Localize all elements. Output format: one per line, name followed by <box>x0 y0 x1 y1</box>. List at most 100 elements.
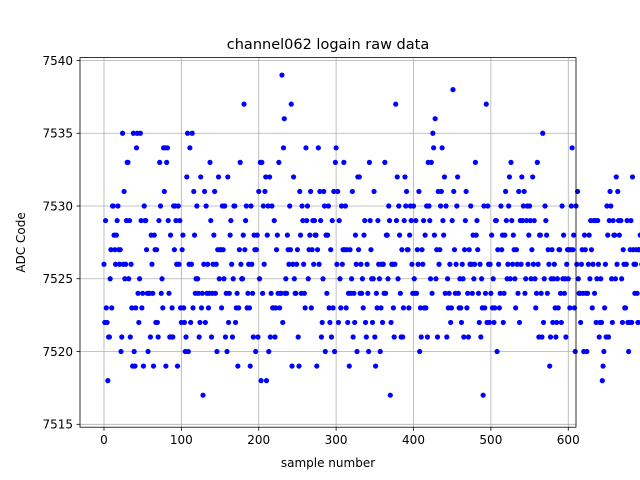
data-point <box>584 348 590 355</box>
data-point <box>302 305 308 311</box>
data-point <box>346 363 352 369</box>
y-tick-label: 7515 <box>42 418 73 432</box>
data-point <box>475 247 481 253</box>
data-point <box>335 319 342 326</box>
data-point <box>588 247 595 253</box>
data-point <box>494 348 500 355</box>
data-point <box>455 290 461 296</box>
data-point <box>351 290 357 296</box>
data-point <box>616 232 622 238</box>
data-point <box>341 159 347 165</box>
data-point <box>403 203 409 209</box>
data-point <box>419 247 425 253</box>
data-point <box>606 217 612 224</box>
data-point <box>475 290 482 296</box>
data-point <box>537 232 544 238</box>
data-point <box>297 188 303 195</box>
data-point <box>159 276 165 282</box>
data-point <box>542 203 548 209</box>
data-point <box>108 247 114 253</box>
data-point <box>526 232 532 238</box>
x-tick-label: 400 <box>402 433 425 447</box>
data-point <box>358 261 364 267</box>
data-point <box>246 305 253 311</box>
data-point <box>418 334 424 340</box>
data-point <box>294 261 300 267</box>
data-point <box>112 261 119 267</box>
data-point <box>458 319 465 326</box>
data-point <box>629 174 636 180</box>
data-point <box>123 261 129 267</box>
data-point <box>154 247 160 253</box>
data-point <box>177 217 183 224</box>
data-point <box>203 203 209 209</box>
data-point <box>400 305 407 311</box>
data-point <box>321 203 328 209</box>
data-point <box>126 276 132 282</box>
data-point <box>459 261 465 267</box>
data-point <box>405 247 411 253</box>
data-point <box>367 217 373 224</box>
data-point <box>349 188 355 195</box>
data-point <box>242 247 248 253</box>
data-point <box>369 319 376 326</box>
data-point <box>610 217 616 224</box>
data-point <box>385 276 391 282</box>
data-point <box>505 261 511 267</box>
data-point <box>243 203 249 209</box>
data-point <box>472 159 479 165</box>
data-point <box>382 159 388 165</box>
data-point <box>535 261 541 267</box>
data-point <box>318 217 324 224</box>
data-point <box>431 145 437 151</box>
data-point <box>339 261 345 267</box>
data-point <box>249 290 256 296</box>
data-point <box>417 305 424 311</box>
data-point <box>488 290 494 296</box>
data-point <box>521 188 527 195</box>
data-point <box>228 217 234 224</box>
data-point <box>602 261 609 267</box>
data-point <box>532 276 538 282</box>
data-point <box>250 334 256 340</box>
data-point <box>619 319 626 326</box>
data-point <box>360 305 366 311</box>
data-point <box>242 217 249 224</box>
data-point <box>317 188 323 195</box>
data-point <box>269 203 275 209</box>
data-point <box>547 334 554 340</box>
data-point <box>446 290 452 296</box>
data-point <box>602 305 608 311</box>
data-point <box>107 276 113 282</box>
data-point <box>277 305 283 311</box>
data-point <box>483 101 489 107</box>
data-point <box>150 290 156 296</box>
data-point <box>474 217 480 224</box>
data-point <box>263 174 269 180</box>
data-point <box>462 217 468 224</box>
data-point <box>564 261 570 267</box>
data-point <box>283 276 289 282</box>
data-point <box>502 232 508 238</box>
data-point <box>163 363 169 369</box>
data-point <box>202 319 208 326</box>
data-point <box>396 203 402 209</box>
data-point <box>151 232 157 238</box>
data-point <box>331 188 337 195</box>
data-point <box>519 174 525 180</box>
data-point <box>352 319 358 326</box>
data-point <box>371 188 377 195</box>
data-point <box>595 217 601 224</box>
data-point <box>109 305 115 311</box>
data-point <box>461 247 468 253</box>
data-point <box>125 159 131 165</box>
data-point <box>604 203 610 209</box>
data-point <box>181 305 187 311</box>
data-point <box>558 319 564 326</box>
data-point <box>263 378 270 384</box>
data-point <box>337 276 343 282</box>
data-point <box>264 232 270 238</box>
data-point <box>175 203 181 209</box>
data-point <box>498 203 504 209</box>
